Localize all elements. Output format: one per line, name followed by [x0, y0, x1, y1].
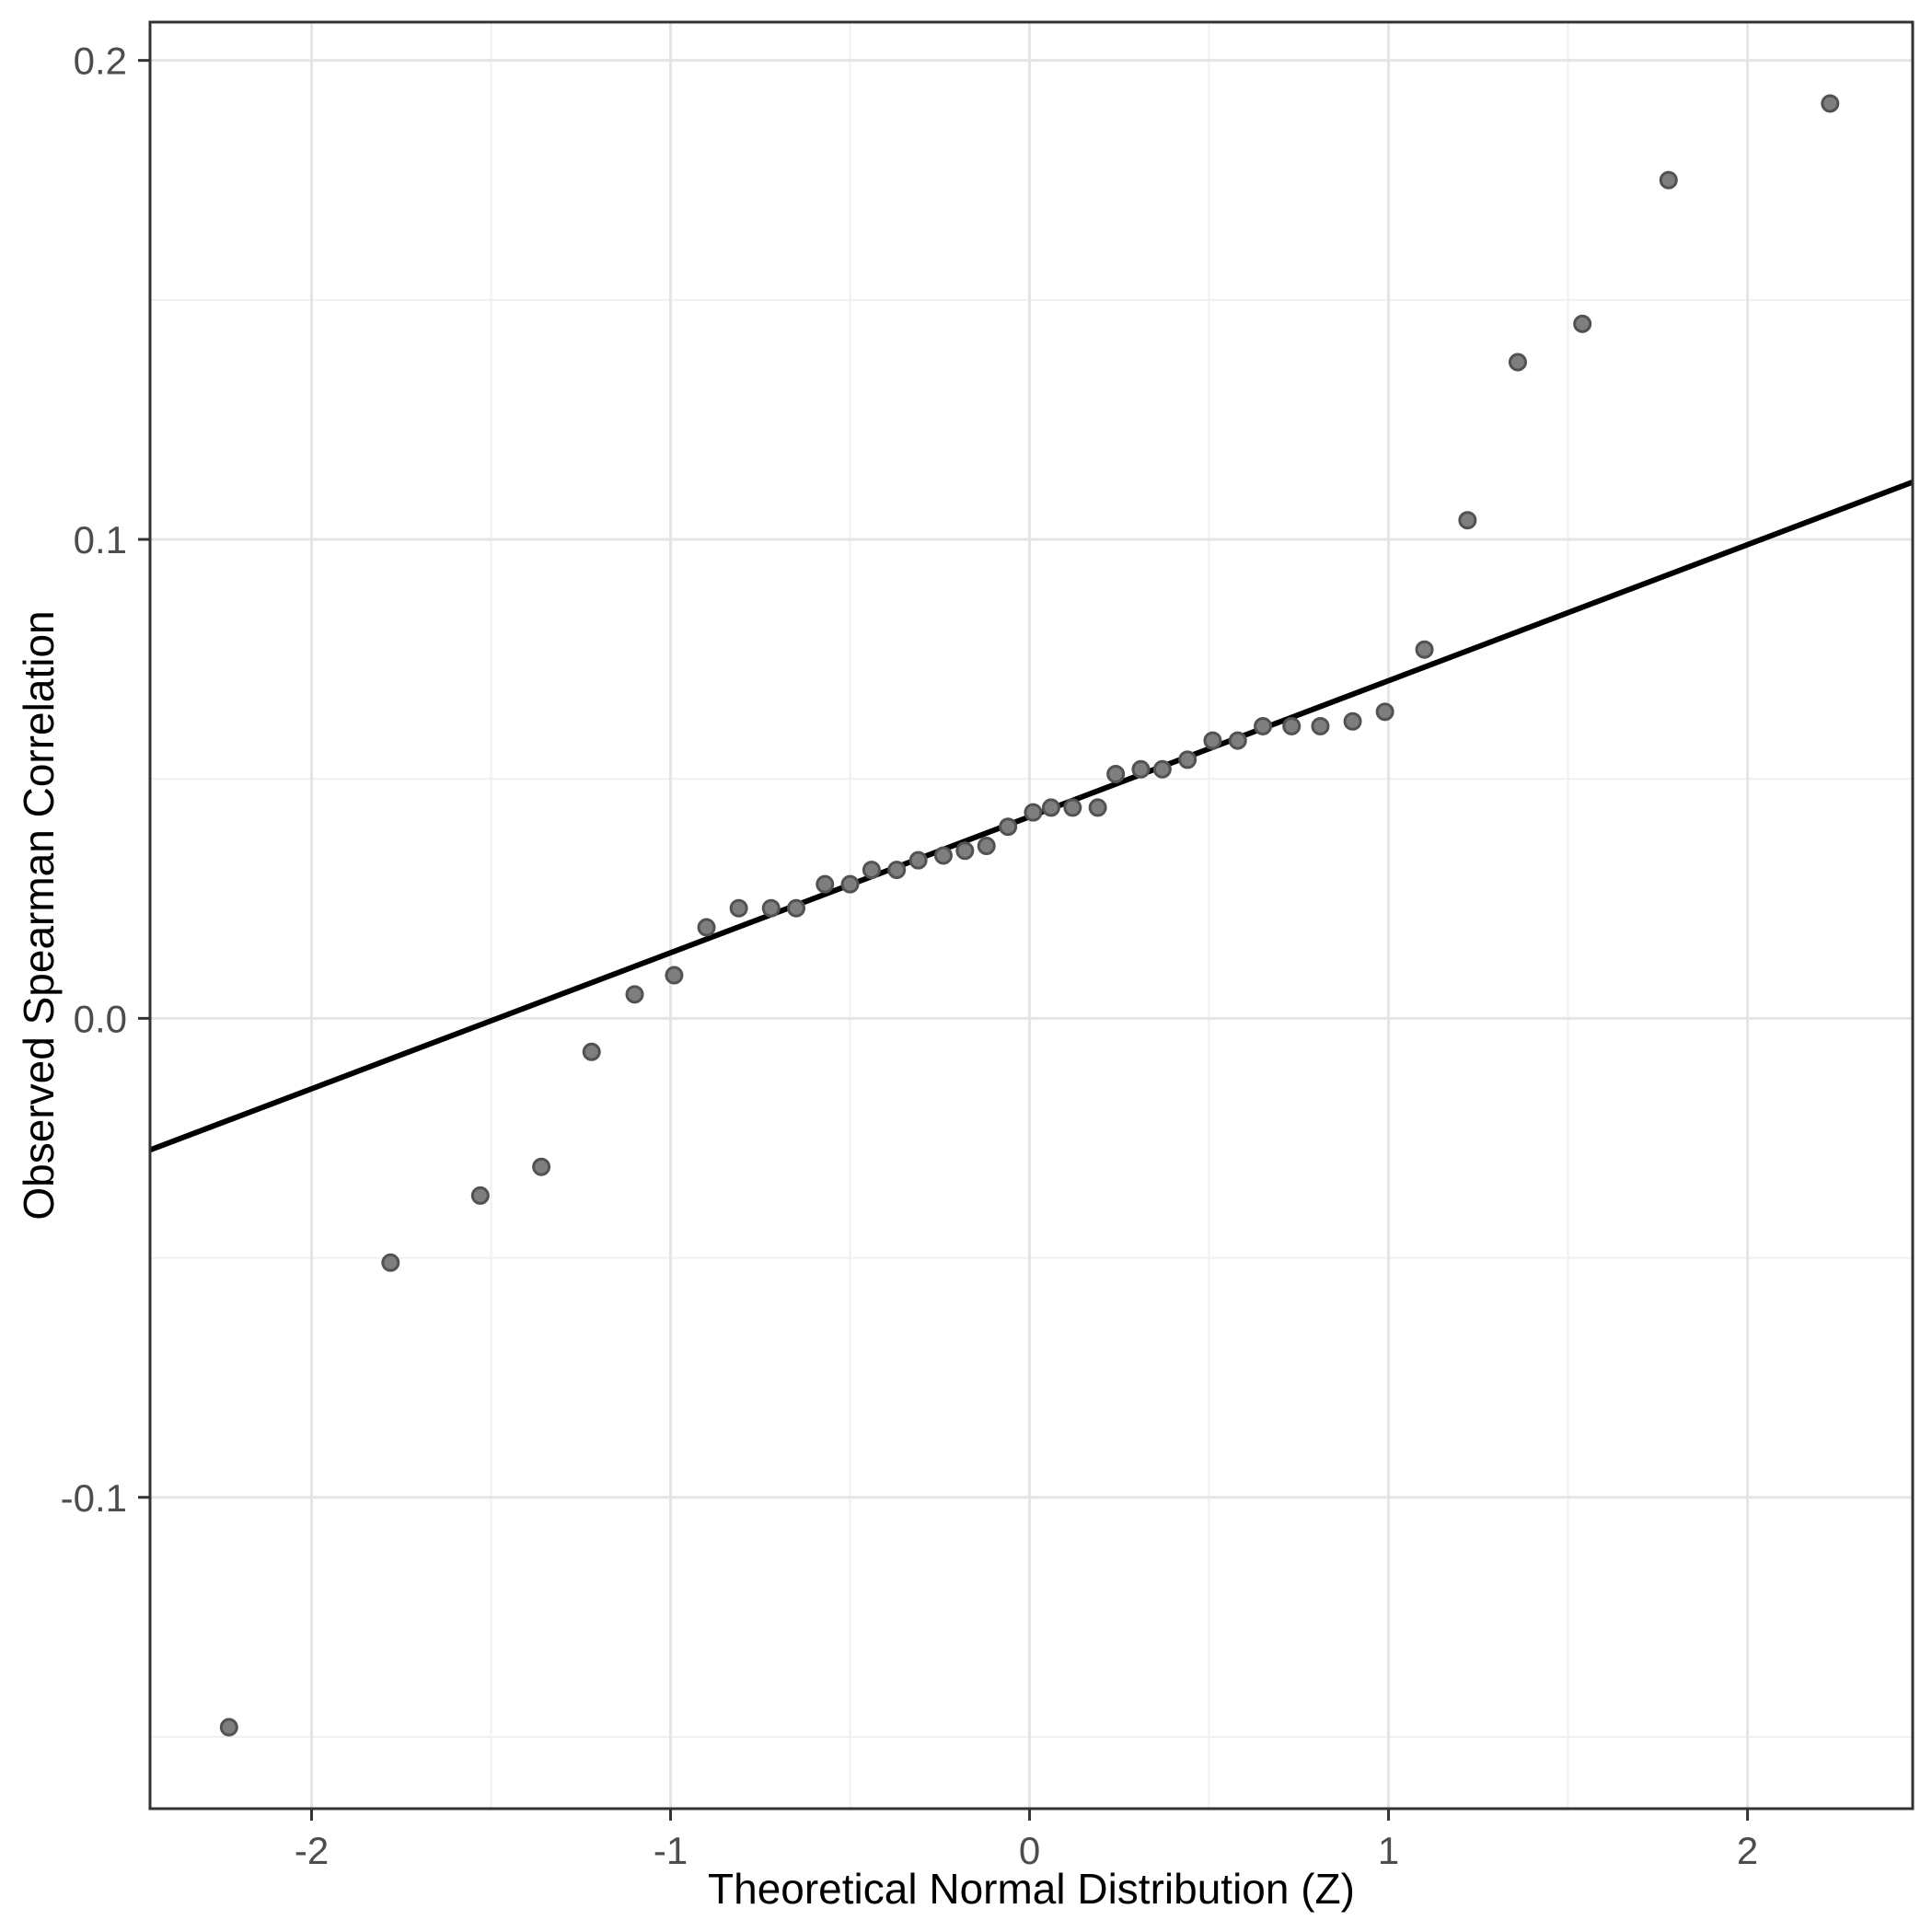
y-axis-title: Observed Spearman Correlation	[15, 610, 63, 1220]
y-tick-label: 0.2	[74, 40, 127, 83]
x-axis-tick-labels: -2 -1 0 1 2	[295, 1829, 1758, 1872]
data-point	[729, 898, 748, 918]
data-point	[1821, 94, 1840, 113]
data-point	[816, 874, 835, 894]
data-point	[1088, 798, 1107, 817]
panel-border	[148, 20, 1915, 1811]
data-point	[1659, 170, 1678, 190]
data-point	[1375, 702, 1394, 722]
data-point	[1063, 798, 1082, 817]
data-point	[761, 898, 781, 918]
data-point	[1458, 511, 1477, 530]
data-point	[908, 850, 928, 870]
data-point	[1311, 716, 1330, 735]
data-point	[977, 837, 996, 856]
data-point	[862, 861, 881, 880]
data-point	[470, 1186, 490, 1205]
data-point	[1178, 750, 1197, 769]
x-tick-label: 2	[1737, 1829, 1758, 1872]
data-point	[999, 817, 1018, 837]
data-point	[1508, 353, 1527, 372]
data-point	[625, 985, 644, 1004]
data-point	[1041, 798, 1060, 817]
y-tick-label: 0.0	[74, 997, 127, 1040]
y-tick-label: 0.1	[74, 518, 127, 561]
data-point	[1131, 759, 1151, 779]
x-tick-label: 1	[1378, 1829, 1399, 1872]
data-point	[1228, 731, 1247, 750]
minor-gridlines	[150, 22, 1913, 1809]
x-tick-label: -2	[295, 1829, 329, 1872]
x-tick-label: -1	[654, 1829, 688, 1872]
y-tick-label: -0.1	[61, 1476, 127, 1520]
data-point	[933, 846, 953, 865]
data-point	[665, 966, 684, 985]
data-point	[697, 918, 716, 937]
major-gridlines	[150, 22, 1913, 1809]
data-point	[1024, 803, 1043, 822]
data-point	[1106, 764, 1126, 783]
scatter-points	[219, 94, 1840, 1737]
y-axis-tick-labels: 0.2 0.1 0.0 -0.1	[61, 40, 127, 1520]
data-point	[887, 861, 907, 880]
axis-ticks	[138, 59, 1750, 1821]
data-point	[1415, 640, 1434, 659]
data-point	[381, 1253, 400, 1272]
data-point	[1203, 731, 1222, 750]
x-axis-title: Theoretical Normal Distribution (Z)	[708, 1865, 1355, 1913]
data-point	[532, 1157, 551, 1176]
data-point	[582, 1042, 601, 1061]
data-point	[1254, 716, 1273, 735]
data-point	[787, 898, 806, 918]
data-point	[1282, 716, 1301, 735]
x-tick-label: 0	[1019, 1829, 1040, 1872]
data-point	[955, 841, 975, 861]
data-point	[1343, 711, 1362, 731]
data-point	[219, 1718, 238, 1737]
data-point	[1152, 759, 1172, 779]
data-point	[840, 874, 860, 894]
data-point	[1573, 314, 1592, 333]
